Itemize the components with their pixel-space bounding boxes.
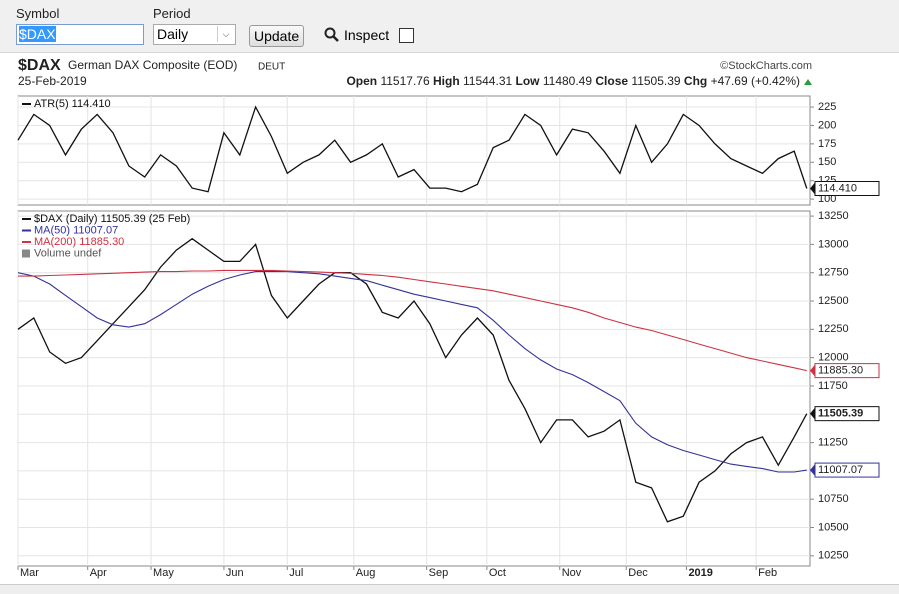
symbol-label: Symbol xyxy=(16,6,60,21)
header-name: German DAX Composite (EOD) xyxy=(68,58,237,72)
panel-frame xyxy=(17,95,811,206)
end-tag-pointer xyxy=(810,364,815,377)
series-line xyxy=(18,269,807,372)
inspect[interactable]: Inspect xyxy=(324,27,389,43)
x-tick-label: Oct xyxy=(489,567,506,579)
inspect-label: Inspect xyxy=(344,27,390,43)
x-tick-label: Jul xyxy=(289,567,303,579)
header-source: ©StockCharts.com xyxy=(720,60,812,72)
bottom-strip xyxy=(0,584,899,594)
x-tick-label: Apr xyxy=(90,567,107,579)
y-tick-label: 10250 xyxy=(818,550,849,562)
symbol-input[interactable]: $DAX xyxy=(16,24,144,45)
header-date: 25-Feb-2019 xyxy=(18,74,87,88)
x-tick-label: Nov xyxy=(562,567,582,579)
symbol-value: $DAX xyxy=(19,26,56,42)
high: 11544.31 xyxy=(463,74,512,88)
x-tick-label: 2019 xyxy=(688,567,712,579)
end-tag xyxy=(814,363,880,379)
y-tick-label: 10750 xyxy=(818,493,849,505)
close-label: Close xyxy=(595,74,628,88)
y-tick-label: 12500 xyxy=(818,295,849,307)
legend-label: MA(200) 11885.30 xyxy=(34,236,124,248)
y-tick-label: 12750 xyxy=(818,267,849,279)
end-tag-label: 11007.07 xyxy=(818,464,863,476)
y-tick-label: 150 xyxy=(818,156,836,168)
x-tick-label: Mar xyxy=(20,567,39,579)
x-tick-label: Sep xyxy=(429,567,449,579)
y-tick-label: 100 xyxy=(818,193,836,205)
y-tick-label: 225 xyxy=(818,101,836,113)
toolbar: Symbol Period $DAX Daily ⌵ Update Inspect xyxy=(0,0,899,53)
end-tag xyxy=(814,406,880,422)
x-tick-label: Jun xyxy=(226,567,244,579)
low-label: Low xyxy=(516,74,541,88)
chg: +47.69 (+0.42%) xyxy=(711,74,800,88)
legend-note: Volume undef xyxy=(34,247,102,259)
end-tag-label: 114.410 xyxy=(818,182,857,194)
period-select[interactable]: Daily ⌵ xyxy=(153,24,236,45)
y-tick-label: 13250 xyxy=(818,210,849,222)
y-tick-label: 11250 xyxy=(818,436,848,448)
high-label: High xyxy=(433,74,460,88)
legend-label: ATR(5) 114.410 xyxy=(34,98,111,110)
x-tick-label: Dec xyxy=(628,567,648,579)
low: 11480.49 xyxy=(543,74,592,88)
inspect-checkbox[interactable] xyxy=(399,28,414,43)
search-icon xyxy=(324,27,339,42)
y-tick-label: 10500 xyxy=(818,521,849,533)
end-tag-pointer xyxy=(810,182,815,195)
series-line xyxy=(17,271,807,473)
end-tag xyxy=(814,462,880,478)
legend-swatch xyxy=(22,249,30,258)
end-tag-label: 11885.30 xyxy=(818,365,863,377)
y-tick-label: 12000 xyxy=(818,352,849,364)
legend-label: $DAX (Daily) 11505.39 (25 Feb) xyxy=(34,213,190,225)
y-tick-label: 200 xyxy=(818,119,836,131)
dropdown-arrow: ⌵ xyxy=(217,26,234,42)
y-tick-label: 12250 xyxy=(818,323,849,335)
header-exchange: DEUT xyxy=(258,62,285,73)
up-arrow xyxy=(804,79,812,85)
x-tick-label: May xyxy=(153,567,174,579)
series-line xyxy=(17,105,808,193)
header-quote: Open 11517.76 High 11544.31 Low 11480.49… xyxy=(346,74,800,88)
header-symbol: $DAX xyxy=(18,57,61,74)
panel-frame xyxy=(17,210,811,567)
end-tag-pointer xyxy=(810,407,815,420)
close: 11505.39 xyxy=(631,74,680,88)
open: 11517.76 xyxy=(380,74,429,88)
period-value: Daily xyxy=(157,26,189,42)
end-tag xyxy=(814,180,880,196)
open-label: Open xyxy=(346,74,377,88)
end-tag-pointer xyxy=(810,464,815,477)
update-button[interactable]: Update xyxy=(249,25,305,47)
y-tick-label: 175 xyxy=(818,138,836,150)
chg-label: Chg xyxy=(684,74,707,88)
x-tick-label: Aug xyxy=(356,567,376,579)
y-tick-label: 11750 xyxy=(818,380,848,392)
period-label: Period xyxy=(153,6,191,21)
y-tick-label: 13000 xyxy=(818,238,849,250)
series-line xyxy=(17,237,808,523)
x-tick-label: Feb xyxy=(758,567,777,579)
legend-label: MA(50) 11007.07 xyxy=(34,224,118,236)
end-tag-label: 11505.39 xyxy=(818,408,863,420)
